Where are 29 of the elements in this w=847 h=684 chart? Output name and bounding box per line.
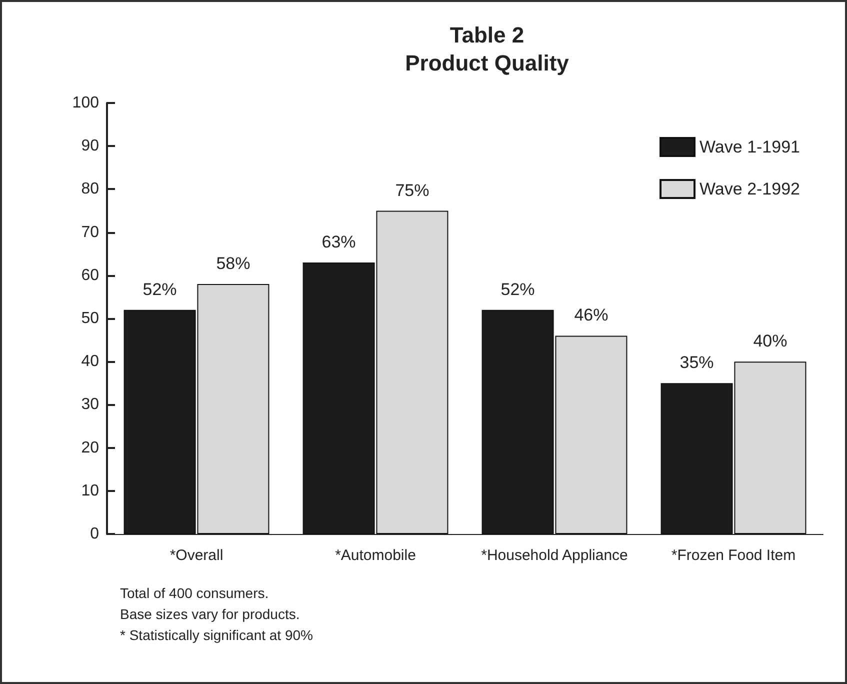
- chart-title: Table 2 Product Quality: [405, 22, 570, 76]
- x-tick-label: *Automobile: [335, 547, 416, 564]
- y-tick-label: 80: [81, 180, 100, 198]
- text: Base sizes vary for products.: [120, 606, 300, 622]
- data-label: 40%: [753, 332, 788, 351]
- data-label: 52%: [500, 280, 535, 299]
- data-label: 35%: [680, 353, 714, 372]
- legend-label: Wave 1-1991: [700, 138, 800, 156]
- data-label: 58%: [216, 254, 250, 274]
- x-tick-label: *Household Appliance: [481, 547, 628, 564]
- x-tick-label: *Overall: [170, 547, 224, 564]
- text: * Statistically significant at 90%: [120, 627, 313, 643]
- data-label: 52%: [142, 280, 177, 299]
- data-label: 46%: [574, 306, 608, 325]
- y-tick-label: 20: [81, 439, 100, 456]
- y-tick-label: 60: [81, 266, 100, 284]
- text: Total of 400 consumers.: [120, 585, 269, 601]
- data-label: 75%: [395, 180, 430, 200]
- y-tick-label: 50: [81, 310, 100, 327]
- y-tick-label: 10: [81, 482, 100, 500]
- data-label: 63%: [322, 232, 356, 252]
- y-tick-label: 40: [81, 353, 100, 370]
- legend-label: Wave 2-1992: [700, 180, 800, 198]
- y-tick-label: 0: [90, 526, 100, 542]
- y-tick-label: 100: [72, 94, 100, 112]
- y-tick-label: 70: [81, 224, 100, 241]
- y-tick-label: 30: [81, 396, 100, 414]
- y-tick-label: 90: [81, 138, 100, 155]
- x-tick-label: *Frozen Food Item: [671, 547, 796, 564]
